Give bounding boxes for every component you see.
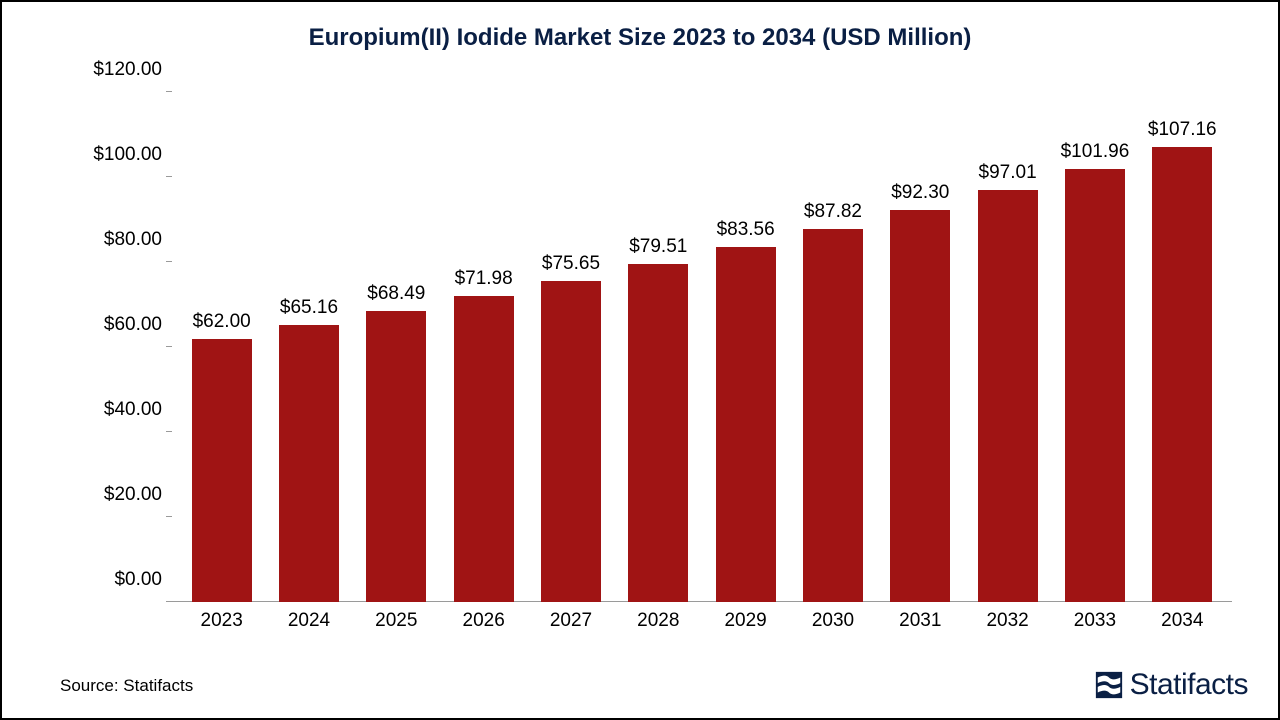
source-attribution: Source: Statifacts xyxy=(60,676,193,696)
bar-slot: $75.652027 xyxy=(527,92,614,602)
bar-value-label: $65.16 xyxy=(280,297,338,319)
bar: $92.30 xyxy=(890,210,950,602)
x-axis-category-label: 2027 xyxy=(550,610,592,632)
bar-slot: $101.962033 xyxy=(1051,92,1138,602)
bar-value-label: $97.01 xyxy=(979,162,1037,184)
x-axis-category-label: 2025 xyxy=(375,610,417,632)
bar-value-label: $83.56 xyxy=(717,219,775,241)
y-axis-tick-label: $0.00 xyxy=(114,569,162,591)
brand-flag-icon xyxy=(1094,670,1124,700)
bar: $65.16 xyxy=(279,325,339,602)
bar: $68.49 xyxy=(366,311,426,602)
brand-name: Statifacts xyxy=(1130,668,1248,702)
bar: $83.56 xyxy=(716,247,776,602)
bar: $97.01 xyxy=(978,190,1038,602)
bar-slot: $83.562029 xyxy=(702,92,789,602)
bar-value-label: $87.82 xyxy=(804,201,862,223)
bar-slot: $92.302031 xyxy=(877,92,964,602)
bar: $79.51 xyxy=(628,264,688,602)
brand-logo: Statifacts xyxy=(1094,668,1248,702)
bar-value-label: $71.98 xyxy=(455,268,513,290)
bar-value-label: $92.30 xyxy=(891,182,949,204)
x-axis-category-label: 2034 xyxy=(1161,610,1203,632)
y-axis-tick-label: $20.00 xyxy=(104,484,162,506)
bars-container: $62.002023$65.162024$68.492025$71.982026… xyxy=(172,92,1232,602)
bar-slot: $79.512028 xyxy=(615,92,702,602)
x-axis-category-label: 2033 xyxy=(1074,610,1116,632)
bar-value-label: $107.16 xyxy=(1148,119,1217,141)
bar-slot: $62.002023 xyxy=(178,92,265,602)
x-axis-category-label: 2023 xyxy=(201,610,243,632)
bar-value-label: $68.49 xyxy=(367,283,425,305)
x-axis-category-label: 2028 xyxy=(637,610,679,632)
bar-slot: $87.822030 xyxy=(789,92,876,602)
bar: $71.98 xyxy=(454,296,514,602)
chart-title: Europium(II) Iodide Market Size 2023 to … xyxy=(2,2,1278,62)
bar-slot: $97.012032 xyxy=(964,92,1051,602)
chart-plot-area: $0.00$20.00$40.00$60.00$80.00$100.00$120… xyxy=(172,92,1232,602)
y-axis-tick-label: $80.00 xyxy=(104,229,162,251)
x-axis-category-label: 2031 xyxy=(899,610,941,632)
bar-slot: $71.982026 xyxy=(440,92,527,602)
x-axis-category-label: 2030 xyxy=(812,610,854,632)
y-axis-tick-label: $40.00 xyxy=(104,399,162,421)
bar: $75.65 xyxy=(541,281,601,603)
y-axis-tick-label: $120.00 xyxy=(93,59,162,81)
bar-value-label: $79.51 xyxy=(629,236,687,258)
y-axis-tick-label: $60.00 xyxy=(104,314,162,336)
bar: $87.82 xyxy=(803,229,863,602)
bar: $107.16 xyxy=(1152,147,1212,602)
x-axis-category-label: 2032 xyxy=(986,610,1028,632)
bar: $101.96 xyxy=(1065,169,1125,602)
x-axis-category-label: 2024 xyxy=(288,610,330,632)
bar-slot: $65.162024 xyxy=(265,92,352,602)
x-axis-category-label: 2026 xyxy=(463,610,505,632)
bar-slot: $107.162034 xyxy=(1139,92,1226,602)
bar-value-label: $101.96 xyxy=(1061,141,1130,163)
x-axis-category-label: 2029 xyxy=(724,610,766,632)
bar-value-label: $62.00 xyxy=(193,311,251,333)
bar-value-label: $75.65 xyxy=(542,253,600,275)
bar-slot: $68.492025 xyxy=(353,92,440,602)
y-axis-tick-label: $100.00 xyxy=(93,144,162,166)
bar: $62.00 xyxy=(192,339,252,603)
